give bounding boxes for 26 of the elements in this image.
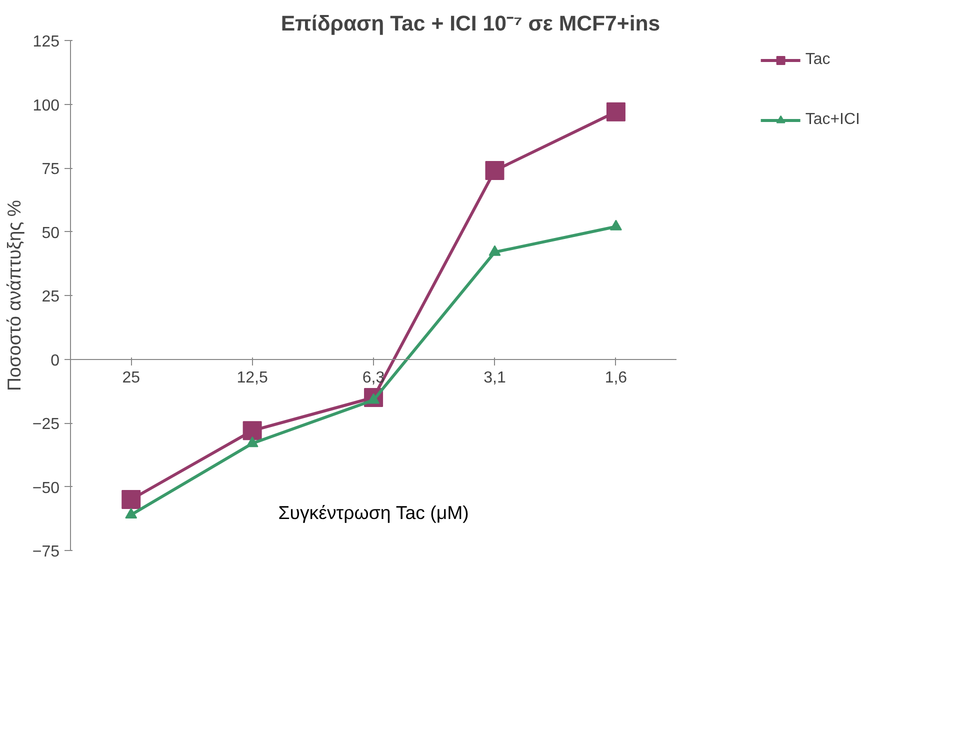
y-tick-label: 50 (42, 224, 60, 242)
y-tick-label: 125 (32, 34, 60, 50)
point (246, 436, 258, 448)
y-tick-label: −75 (32, 544, 60, 560)
point (122, 490, 141, 509)
point (606, 102, 626, 122)
point (488, 245, 501, 256)
y-tick-label: −25 (32, 416, 60, 433)
x-tick-label: 25 (122, 369, 140, 386)
point (485, 161, 504, 180)
x-tick-label: 3,1 (484, 369, 506, 386)
point (610, 220, 622, 230)
y-tick-label: 75 (42, 161, 60, 178)
y-tick-label: 25 (42, 288, 60, 306)
y-tick-label: 100 (32, 97, 60, 114)
y-tick-label: 0 (50, 352, 60, 370)
y-axis-title: Ποσοστό ανάπτυξης % (3, 200, 24, 392)
point (125, 508, 138, 518)
legend-label: Tac (805, 51, 830, 69)
x-axis-title: Συγκέντρωση Tac (μM) (278, 502, 469, 523)
legend-label: Tac+ICI (805, 111, 860, 129)
point (242, 421, 262, 440)
x-tick-label: 1,6 (604, 369, 628, 386)
x-tick-label: 12,5 (236, 369, 268, 386)
chart-title: Επίδραση Tac + ICI 10⁻⁷ σε MCF7+ins (280, 12, 660, 36)
y-tick-label: −50 (32, 480, 60, 497)
